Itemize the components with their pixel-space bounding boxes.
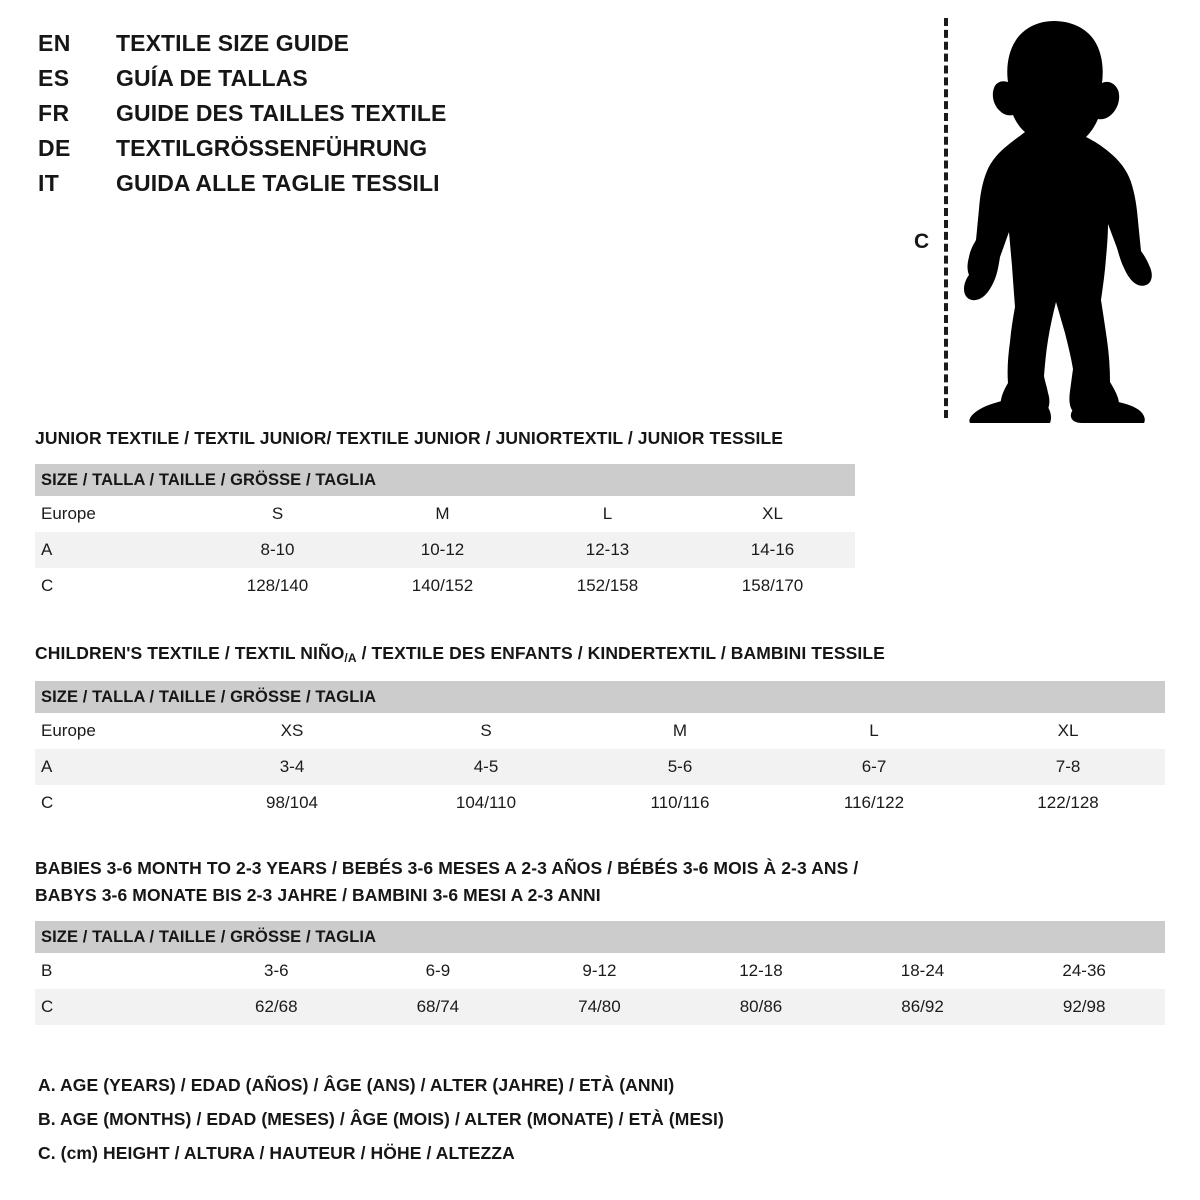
- babies-height-4: 80/86: [680, 989, 842, 1025]
- section-junior-textile: JUNIOR TEXTILE / TEXTIL JUNIOR/ TEXTILE …: [35, 425, 856, 604]
- children-bar-label: SIZE / TALLA / TAILLE / GRÖSSE / TAGLIA: [35, 681, 1166, 713]
- language-title-de: TEXTILGRÖSSENFÜHRUNG: [116, 135, 428, 161]
- height-figure-area: C: [900, 12, 1160, 432]
- babies-months-1: 3-6: [195, 953, 358, 989]
- children-size-xl: XL: [971, 713, 1166, 749]
- babies-table-bar-row: SIZE / TALLA / TAILLE / GRÖSSE / TAGLIA: [35, 921, 1165, 953]
- children-age-s: 4-5: [389, 749, 583, 785]
- babies-height-5: 86/92: [841, 989, 1004, 1025]
- table-row: C 98/104 104/110 110/116 116/122 122/128: [35, 785, 1166, 821]
- junior-height-m: 140/152: [360, 568, 525, 604]
- table-row: A 3-4 4-5 5-6 6-7 7-8: [35, 749, 1166, 785]
- children-age-xl: 7-8: [971, 749, 1166, 785]
- babies-months-5: 18-24: [841, 953, 1004, 989]
- children-size-table: SIZE / TALLA / TAILLE / GRÖSSE / TAGLIA …: [35, 681, 1166, 821]
- junior-row-europe-label: Europe: [35, 496, 195, 532]
- junior-section-title: JUNIOR TEXTILE / TEXTIL JUNIOR/ TEXTILE …: [35, 428, 784, 448]
- babies-size-table: SIZE / TALLA / TAILLE / GRÖSSE / TAGLIA …: [35, 921, 1165, 1025]
- junior-age-xl: 14-16: [690, 532, 856, 568]
- babies-months-6: 24-36: [1003, 953, 1165, 989]
- table-row: C 128/140 140/152 152/158 158/170: [35, 568, 856, 604]
- height-marker-label: C: [914, 230, 930, 253]
- children-title-part1: CHILDREN'S TEXTILE / TEXTIL NIÑO: [35, 643, 345, 663]
- language-row-de: DE TEXTILGRÖSSENFÜHRUNG: [38, 135, 638, 170]
- language-row-it: IT GUIDA ALLE TAGLIE TESSILI: [38, 170, 638, 205]
- table-row: B 3-6 6-9 9-12 12-18 18-24 24-36: [35, 953, 1165, 989]
- junior-bar-label: SIZE / TALLA / TAILLE / GRÖSSE / TAGLIA: [35, 464, 856, 496]
- junior-height-s: 128/140: [195, 568, 360, 604]
- junior-age-l: 12-13: [525, 532, 690, 568]
- legend-block: A. AGE (YEARS) / EDAD (AÑOS) / ÂGE (ANS)…: [38, 1068, 938, 1170]
- language-row-fr: FR GUIDE DES TAILLES TEXTILE: [38, 100, 638, 135]
- height-dashed-line: [944, 18, 948, 418]
- table-row: Europe S M L XL: [35, 496, 856, 532]
- babies-row-b-label: B: [35, 953, 196, 989]
- children-title-sub: /A: [344, 651, 357, 665]
- children-size-l: L: [777, 713, 971, 749]
- children-height-xl: 122/128: [971, 785, 1166, 821]
- children-age-m: 5-6: [583, 749, 777, 785]
- legend-line-b: B. AGE (MONTHS) / EDAD (MESES) / ÂGE (MO…: [38, 1109, 724, 1129]
- children-size-m: M: [583, 713, 777, 749]
- junior-height-xl: 158/170: [690, 568, 856, 604]
- children-table-bar-row: SIZE / TALLA / TAILLE / GRÖSSE / TAGLIA: [35, 681, 1166, 713]
- children-title-part2: / TEXTILE DES ENFANTS / KINDERTEXTIL / B…: [356, 643, 885, 663]
- children-age-xs: 3-4: [195, 749, 389, 785]
- junior-size-s: S: [195, 496, 360, 532]
- babies-section-title-line1: BABIES 3-6 MONTH TO 2-3 YEARS / BEBÉS 3-…: [35, 858, 859, 878]
- language-code-es: ES: [38, 65, 70, 91]
- children-age-l: 6-7: [777, 749, 971, 785]
- legend-line-a: A. AGE (YEARS) / EDAD (AÑOS) / ÂGE (ANS)…: [38, 1075, 675, 1095]
- language-title-fr: GUIDE DES TAILLES TEXTILE: [116, 100, 447, 126]
- children-height-xs: 98/104: [195, 785, 389, 821]
- language-code-de: DE: [38, 135, 71, 161]
- babies-months-4: 12-18: [680, 953, 842, 989]
- children-height-l: 116/122: [777, 785, 971, 821]
- babies-months-2: 6-9: [357, 953, 519, 989]
- language-title-it: GUIDA ALLE TAGLIE TESSILI: [116, 170, 440, 196]
- section-babies-textile: BABIES 3-6 MONTH TO 2-3 YEARS / BEBÉS 3-…: [35, 855, 1165, 1025]
- babies-height-3: 74/80: [518, 989, 681, 1025]
- babies-height-1: 62/68: [195, 989, 358, 1025]
- language-row-en: EN TEXTILE SIZE GUIDE: [38, 30, 638, 65]
- toddler-silhouette-icon: [958, 18, 1158, 424]
- junior-table-bar-row: SIZE / TALLA / TAILLE / GRÖSSE / TAGLIA: [35, 464, 856, 496]
- children-size-xs: XS: [195, 713, 389, 749]
- language-code-fr: FR: [38, 100, 70, 126]
- table-row: Europe XS S M L XL: [35, 713, 1166, 749]
- junior-size-m: M: [360, 496, 525, 532]
- language-code-en: EN: [38, 30, 71, 56]
- language-title-en: TEXTILE SIZE GUIDE: [116, 30, 350, 56]
- junior-row-a-label: A: [35, 532, 195, 568]
- babies-section-title-line2: BABYS 3-6 MONATE BIS 2-3 JAHRE / BAMBINI…: [35, 885, 601, 905]
- table-row: C 62/68 68/74 74/80 80/86 86/92 92/98: [35, 989, 1165, 1025]
- babies-height-6: 92/98: [1003, 989, 1165, 1025]
- junior-size-table: SIZE / TALLA / TAILLE / GRÖSSE / TAGLIA …: [35, 464, 856, 604]
- junior-age-s: 8-10: [195, 532, 360, 568]
- children-height-s: 104/110: [389, 785, 583, 821]
- children-row-a-label: A: [35, 749, 195, 785]
- junior-size-xl: XL: [690, 496, 856, 532]
- junior-height-l: 152/158: [525, 568, 690, 604]
- children-row-c-label: C: [35, 785, 195, 821]
- junior-age-m: 10-12: [360, 532, 525, 568]
- children-row-europe-label: Europe: [35, 713, 195, 749]
- babies-row-c-label: C: [35, 989, 196, 1025]
- babies-height-2: 68/74: [357, 989, 519, 1025]
- junior-row-c-label: C: [35, 568, 195, 604]
- language-header-block: EN TEXTILE SIZE GUIDE ES GUÍA DE TALLAS …: [38, 30, 638, 205]
- junior-size-l: L: [525, 496, 690, 532]
- babies-bar-label: SIZE / TALLA / TAILLE / GRÖSSE / TAGLIA: [35, 921, 1165, 953]
- babies-months-3: 9-12: [518, 953, 681, 989]
- children-height-m: 110/116: [583, 785, 777, 821]
- language-row-es: ES GUÍA DE TALLAS: [38, 65, 638, 100]
- section-children-textile: CHILDREN'S TEXTILE / TEXTIL NIÑO/A / TEX…: [35, 640, 1166, 821]
- language-code-it: IT: [38, 170, 60, 196]
- language-title-es: GUÍA DE TALLAS: [116, 65, 308, 91]
- table-row: A 8-10 10-12 12-13 14-16: [35, 532, 856, 568]
- children-size-s: S: [389, 713, 583, 749]
- children-section-title: CHILDREN'S TEXTILE / TEXTIL NIÑO/A / TEX…: [35, 640, 1165, 669]
- legend-line-c: C. (cm) HEIGHT / ALTURA / HAUTEUR / HÖHE…: [38, 1143, 515, 1163]
